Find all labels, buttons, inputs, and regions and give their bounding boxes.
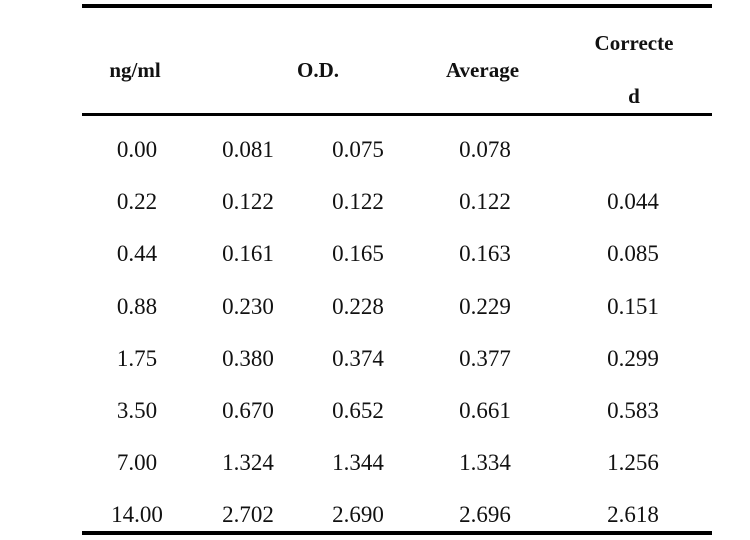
cell-od-2: 0.374 [332, 345, 384, 371]
cell-od-1: 2.702 [222, 502, 274, 528]
cell-concentration: 7.00 [116, 450, 158, 476]
cell-od-2: 0.228 [332, 293, 384, 319]
cell-od-2: 2.690 [332, 502, 384, 528]
header-average: Average [445, 58, 520, 82]
cell-corrected: 0.299 [607, 345, 659, 371]
cell-average: 0.163 [459, 241, 511, 267]
cell-average: 2.696 [459, 502, 511, 528]
cell-concentration: 3.50 [116, 398, 158, 423]
cell-corrected: 0.151 [607, 293, 659, 319]
header-concentration: ng/ml [109, 58, 161, 82]
header-corrected-line1: Correcte [594, 31, 674, 55]
cell-od-1: 0.230 [222, 293, 274, 319]
cell-od-2: 0.165 [332, 241, 384, 267]
cell-corrected: 0.044 [607, 189, 659, 215]
cell-concentration: 0.22 [116, 189, 158, 215]
cell-concentration: 1.75 [116, 345, 158, 371]
cell-corrected: 0.583 [607, 398, 659, 423]
cell-average: 0.229 [459, 293, 511, 319]
cell-average: 0.122 [459, 189, 511, 215]
cell-od-2: 1.344 [332, 450, 384, 476]
header-corrected-line2: d [628, 84, 640, 108]
top-rule [82, 4, 712, 8]
cell-concentration: 0.88 [116, 293, 158, 319]
cell-concentration: 0.00 [116, 137, 158, 162]
cell-od-2: 0.122 [332, 189, 384, 215]
cell-average: 0.377 [459, 345, 511, 371]
cell-corrected: 2.618 [607, 502, 659, 528]
cell-od-2: 0.075 [332, 137, 384, 162]
cell-concentration: 14.00 [111, 502, 163, 528]
cell-corrected: 1.256 [607, 450, 659, 476]
cell-od-1: 0.161 [222, 241, 274, 267]
cell-average: 0.078 [459, 137, 511, 162]
cell-od-1: 0.380 [222, 345, 274, 371]
cell-od-1: 0.081 [222, 137, 274, 162]
cell-od-1: 0.122 [222, 189, 274, 215]
cell-od-2: 0.652 [332, 398, 384, 423]
header-rule [82, 113, 712, 116]
bottom-rule [82, 531, 712, 535]
cell-average: 0.661 [459, 398, 511, 423]
cell-corrected: 0.085 [607, 241, 659, 267]
cell-od-1: 1.324 [222, 450, 274, 476]
cell-average: 1.334 [459, 450, 511, 476]
cell-concentration: 0.44 [116, 241, 158, 267]
header-od: O.D. [297, 58, 339, 82]
cell-od-1: 0.670 [222, 398, 274, 423]
